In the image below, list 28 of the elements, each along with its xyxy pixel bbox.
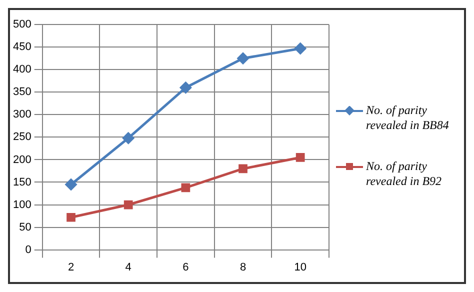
y-tick-label: 350 bbox=[12, 86, 32, 98]
point bbox=[238, 164, 248, 174]
y-tick-label: 150 bbox=[12, 176, 32, 188]
x-tick-label: 6 bbox=[182, 261, 189, 274]
x-tick-label: 10 bbox=[294, 261, 306, 274]
point bbox=[294, 42, 306, 54]
point bbox=[237, 52, 249, 64]
point bbox=[124, 200, 133, 210]
point bbox=[65, 178, 77, 190]
point bbox=[296, 153, 305, 162]
point bbox=[181, 183, 190, 192]
y-tick-label: 250 bbox=[12, 131, 32, 144]
point bbox=[122, 132, 134, 144]
x-tick-label: 4 bbox=[125, 261, 132, 274]
point bbox=[66, 212, 76, 222]
x-tick-label: 2 bbox=[68, 261, 74, 274]
y-tick-label: 100 bbox=[12, 198, 32, 211]
point bbox=[180, 82, 192, 94]
x-tick-label: 8 bbox=[240, 261, 246, 274]
y-tick-label: 0 bbox=[25, 244, 32, 256]
y-tick-label: 300 bbox=[12, 108, 32, 121]
y-tick-label: 400 bbox=[12, 64, 32, 76]
y-tick-label: 450 bbox=[12, 41, 32, 54]
y-tick-label: 200 bbox=[12, 154, 32, 166]
legend-label: No. of parity revealed in B92 bbox=[366, 159, 443, 189]
y-tick-label: 50 bbox=[19, 221, 32, 234]
legend-label: No. of parity revealed in BB84 bbox=[366, 103, 450, 133]
y-tick-label: 500 bbox=[12, 18, 32, 31]
